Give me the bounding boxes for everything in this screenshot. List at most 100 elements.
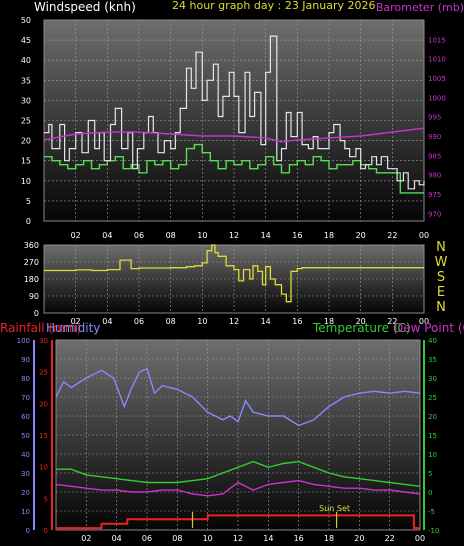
- temperature-x-tick: 08: [172, 534, 182, 543]
- temperature-x-tick: 02: [81, 534, 91, 543]
- wind-x-axis: 02 04 06 08 10 12 14 16 18 20 22 00: [71, 231, 430, 240]
- wind-y-tick: 20: [21, 137, 31, 146]
- wind-x-tick: 12: [229, 231, 239, 240]
- compass-label: W: [435, 255, 448, 270]
- direction-y-tick: 360: [24, 241, 39, 250]
- barometer-y-tick: 1000: [428, 94, 446, 102]
- wind-y-tick: 35: [21, 76, 31, 85]
- direction-y-tick: 90: [29, 292, 39, 301]
- temperature-y-tick: 25: [428, 394, 437, 402]
- temperature-x-tick: 22: [385, 534, 395, 543]
- wind-x-tick: 18: [324, 231, 334, 240]
- temperature-line: [56, 460, 421, 487]
- temperature-y-tick: 5: [428, 470, 432, 478]
- direction-x-tick: 06: [134, 317, 144, 326]
- compass-label: E: [437, 285, 445, 300]
- humidity-y-tick: 0: [26, 527, 30, 535]
- humidity-label: Humidity: [46, 321, 100, 335]
- graph-title: 24 hour graph day : 23 January 2026: [172, 0, 376, 12]
- wind-x-tick: 00: [419, 231, 429, 240]
- barometer-y-axis: 970 975 980 985 990 995 1000 1005 1010 1015: [428, 36, 446, 218]
- direction-x-tick: 12: [229, 317, 239, 326]
- wind-y-axis: 0 5 10 15 20 25 30 35 40 45 50: [21, 16, 31, 226]
- rainfall-y-tick: 5: [44, 495, 48, 503]
- wind-x-tick: 10: [197, 231, 207, 240]
- wind-y-tick: 40: [21, 56, 31, 65]
- rainfall-y-tick: 10: [39, 464, 48, 472]
- humidity-y-tick: 40: [21, 451, 30, 459]
- temperature-y-tick: -5: [428, 508, 435, 516]
- temperature-y-tick: 40: [428, 337, 437, 345]
- direction-x-tick: 16: [292, 317, 302, 326]
- direction-series: [44, 244, 424, 303]
- temperature-y-tick: 15: [428, 432, 437, 440]
- direction-grid: [44, 245, 425, 313]
- direction-x-tick: 02: [71, 317, 81, 326]
- sunset-label: Sun Set: [319, 504, 350, 513]
- humidity-y-axis: 0 10 20 30 40 50 60 70 80 90 100: [17, 337, 30, 535]
- barometer-line: [43, 127, 425, 143]
- temperature-x-tick: 06: [142, 534, 152, 543]
- wind-y-tick: 45: [21, 36, 31, 45]
- humidity-y-tick: 30: [21, 470, 30, 478]
- compass-label: N: [436, 300, 446, 315]
- temperature-x-tick: 04: [112, 534, 122, 543]
- rainfall-label: Rainfall (mm): [0, 321, 81, 335]
- wind-x-tick: 22: [387, 231, 397, 240]
- humidity-y-tick: 20: [21, 489, 30, 497]
- barometer-y-tick: 990: [428, 133, 441, 141]
- wind-x-tick: 14: [261, 231, 271, 240]
- temperature-grid: [56, 340, 421, 530]
- temperature-y-axis: -10 -5 0 5 10 15 20 25 30 35 40: [428, 337, 439, 535]
- barometer-y-tick: 980: [428, 172, 441, 180]
- direction-x-tick: 14: [261, 317, 271, 326]
- wind-y-tick: 25: [21, 117, 31, 126]
- humidity-y-tick: 90: [21, 356, 30, 364]
- rainfall-y-tick: 25: [39, 369, 48, 377]
- direction-y-tick: 0: [34, 309, 39, 318]
- direction-x-tick: 10: [197, 317, 207, 326]
- humidity-y-tick: 50: [21, 432, 30, 440]
- rainfall-y-tick: 20: [39, 400, 48, 408]
- barometer-y-tick: 1015: [428, 36, 446, 44]
- wind-series: [43, 35, 425, 194]
- barometer-label: Barometer (mb): [376, 1, 464, 14]
- temperature-x-tick: 20: [354, 534, 364, 543]
- barometer-y-tick: 1005: [428, 75, 446, 83]
- wind-y-tick: 15: [21, 157, 31, 166]
- wind-y-tick: 30: [21, 96, 31, 105]
- direction-y-tick: 270: [24, 258, 39, 267]
- direction-x-tick: 08: [166, 317, 176, 326]
- windspeed-line: [44, 35, 425, 190]
- wind-y-tick: 0: [26, 217, 31, 226]
- barometer-y-tick: 975: [428, 191, 441, 199]
- humidity-line: [55, 367, 421, 427]
- humidity-y-tick: 100: [17, 337, 30, 345]
- barometer-y-tick: 970: [428, 210, 441, 218]
- temperature-x-tick: 10: [203, 534, 213, 543]
- barometer-y-tick: 995: [428, 114, 441, 122]
- wind-x-tick: 08: [166, 231, 176, 240]
- temperature-y-tick: 20: [428, 413, 437, 421]
- rainfall-y-axis: 0 5 10 15 20 25 30: [39, 337, 48, 535]
- dewpoint-label: Dew Point (C): [394, 321, 464, 335]
- wind-y-tick: 5: [26, 197, 31, 206]
- rainfall-y-tick: 30: [39, 337, 48, 345]
- temperature-x-tick: 12: [233, 534, 243, 543]
- temperature-y-tick: 35: [428, 356, 437, 364]
- direction-x-tick: 00: [419, 317, 429, 326]
- temperature-x-tick: 16: [294, 534, 304, 543]
- humidity-y-tick: 10: [21, 508, 30, 516]
- direction-x-axis: 02 04 06 08 10 12 14 16 18 20 22 00: [71, 317, 430, 326]
- dewpoint-line: [55, 479, 421, 497]
- wind-x-tick: 20: [356, 231, 366, 240]
- wind-direction-line: [44, 244, 424, 303]
- temperature-series: [55, 367, 421, 530]
- direction-y-axis: 0 90 180 270 360: [24, 241, 39, 318]
- wind-x-tick: 04: [102, 231, 112, 240]
- wind-y-tick: 50: [21, 16, 31, 25]
